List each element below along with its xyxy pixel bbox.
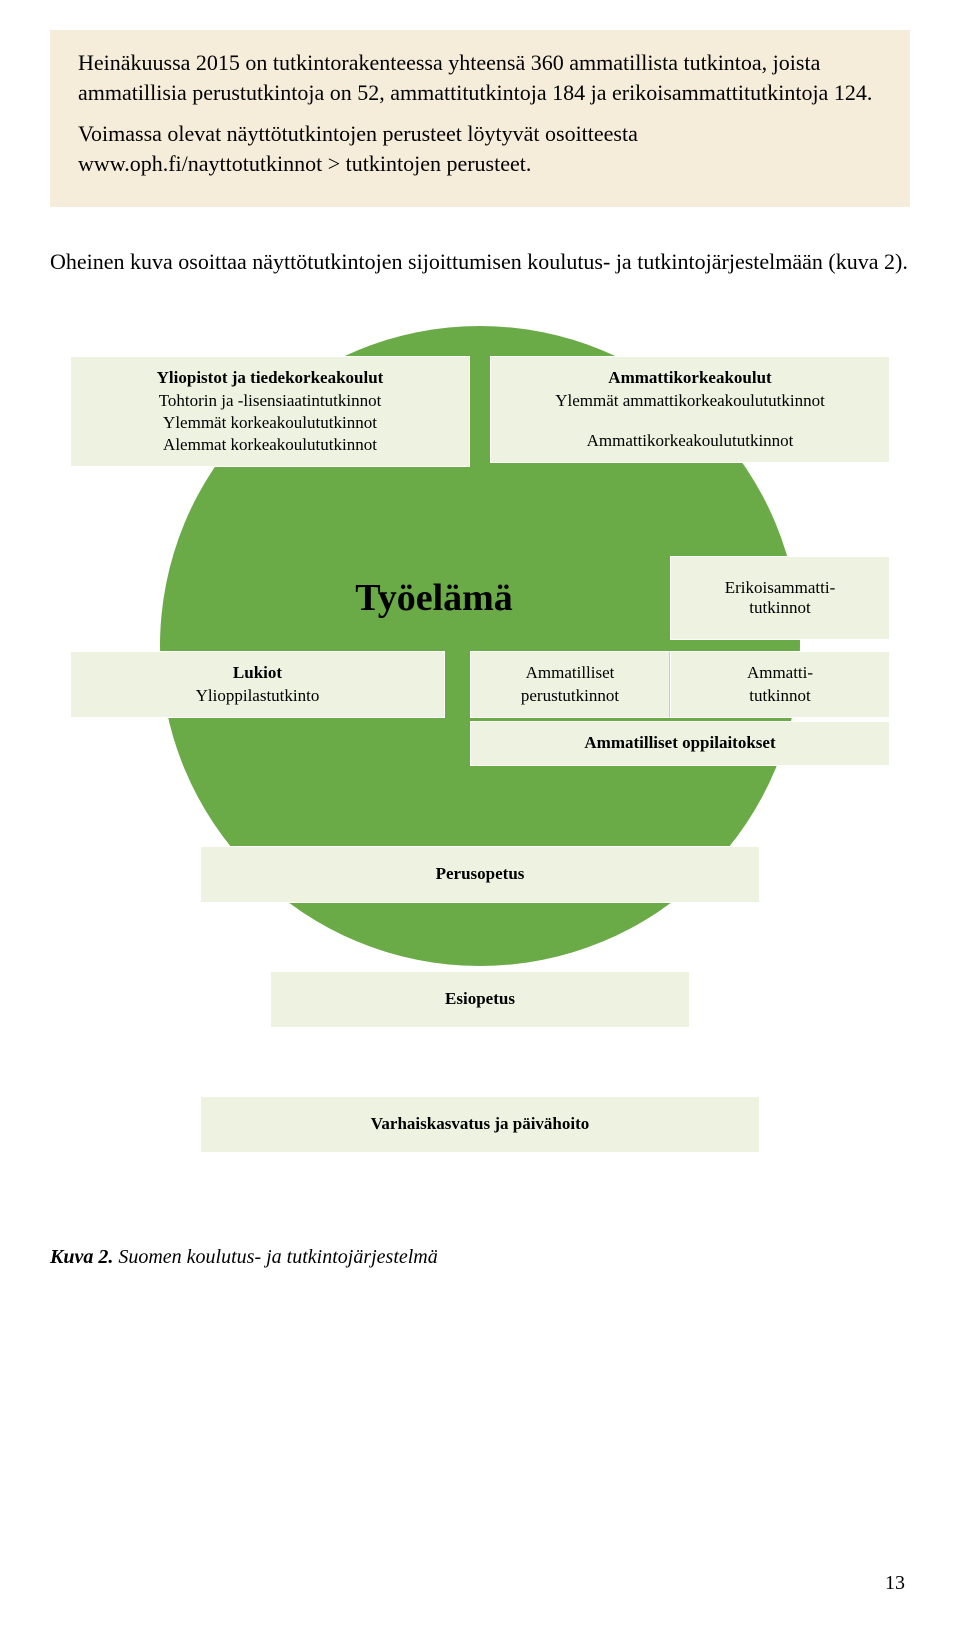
box-pre-primary: Esiopetus [270, 971, 690, 1027]
amk-title: Ammattikorkeakoulut [503, 367, 877, 389]
intro-box: Heinäkuussa 2015 on tutkintorakenteessa … [50, 30, 910, 207]
caption-label: Kuva 2. [50, 1246, 113, 1268]
row-gap [445, 651, 470, 717]
body-paragraph: Oheinen kuva osoittaa näyttötutkintojen … [50, 247, 910, 277]
amk-line-1: Ylemmät ammattikorkeakoulututkinnot [503, 390, 877, 412]
lukio-line-1: Ylioppilastutkinto [83, 685, 432, 707]
uni-line-1: Tohtorin ja -lisensiaatintutkinnot [83, 390, 457, 412]
erikois-text: Erikoisammatti- tutkinnot [683, 578, 877, 618]
amm-tut-text: Ammatti- tutkinnot [747, 663, 813, 704]
amk-line-2: Ammattikorkeakoulututkinnot [503, 430, 877, 452]
lukio-title: Lukiot [83, 662, 432, 684]
page-number: 13 [885, 1572, 905, 1595]
amm-perus-text: Ammatilliset perustutkinnot [521, 663, 619, 704]
box-vocational-basic: Ammatilliset perustutkinnot [470, 651, 670, 717]
intro-paragraph-1: Heinäkuussa 2015 on tutkintorakenteessa … [78, 48, 882, 107]
secondary-row: Lukiot Ylioppilastutkinto Ammatilliset p… [70, 651, 890, 717]
uni-title: Yliopistot ja tiedekorkeakoulut [83, 367, 457, 389]
worklife-row: Työelämä Erikoisammatti- tutkinnot [198, 556, 890, 640]
box-universities: Yliopistot ja tiedekorkeakoulut Tohtorin… [70, 356, 470, 466]
intro-paragraph-2: Voimassa olevat näyttötutkintojen perust… [78, 119, 882, 178]
box-polytechnics: Ammattikorkeakoulut Ylemmät ammattikorke… [490, 356, 890, 462]
amk-spacer [503, 412, 877, 430]
box-basic-education: Perusopetus [200, 846, 760, 902]
education-diagram: Yliopistot ja tiedekorkeakoulut Tohtorin… [50, 306, 910, 1226]
box-vocational-institutions: Ammatilliset oppilaitokset [470, 721, 890, 765]
caption-text: Suomen koulutus- ja tutkintojärjestelmä [113, 1246, 437, 1268]
box-vocational-qual: Ammatti- tutkinnot [670, 651, 890, 717]
figure-caption: Kuva 2. Suomen koulutus- ja tutkintojärj… [50, 1246, 910, 1269]
box-upper-secondary: Lukiot Ylioppilastutkinto [70, 651, 445, 717]
uni-line-2: Ylemmät korkeakoulututkinnot [83, 412, 457, 434]
box-specialist-qual: Erikoisammatti- tutkinnot [670, 556, 890, 640]
worklife-label: Työelämä [198, 556, 670, 640]
uni-line-3: Alemmat korkeakoulututkinnot [83, 434, 457, 456]
box-early-childhood: Varhaiskasvatus ja päivähoito [200, 1096, 760, 1152]
